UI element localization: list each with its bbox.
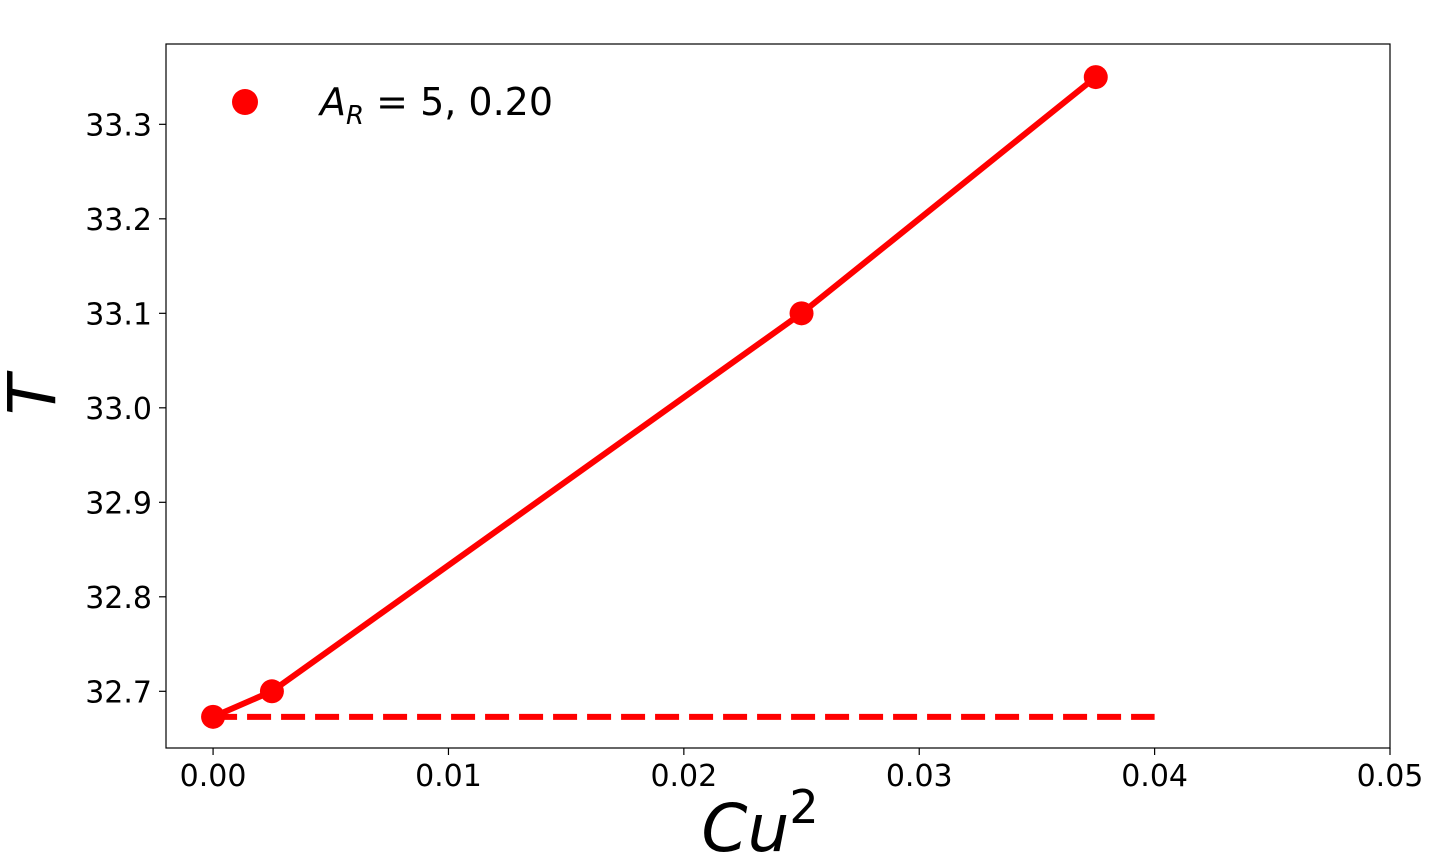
y-axis-label: T — [0, 370, 71, 415]
x-tick-label: 0.01 — [415, 759, 482, 794]
legend-label-base: A — [317, 80, 346, 124]
x-tick-label: 0.04 — [1121, 759, 1188, 794]
legend-label: AR = 5, 0.20 — [317, 80, 553, 131]
axis-ticks: 0.00 0.01 0.02 0.03 0.04 0.05 32.7 32.8 32.9 33.0… — [85, 108, 1423, 794]
data-point — [201, 704, 226, 729]
legend-marker — [232, 89, 258, 115]
y-tick-label: 32.7 — [85, 675, 152, 710]
x-tick-label: 0.00 — [180, 759, 247, 794]
y-tick-label: 32.9 — [85, 486, 152, 521]
x-axis-label: Cu2 — [701, 780, 818, 856]
data-point — [789, 301, 814, 326]
y-tick-label: 33.2 — [85, 203, 152, 238]
x-axis-label-superscript: 2 — [789, 780, 818, 834]
plot-area — [165, 43, 1391, 749]
y-tick-label: 32.8 — [85, 581, 152, 616]
y-tick-label: 33.0 — [85, 392, 152, 427]
legend-label-subscript: R — [346, 101, 364, 131]
x-tick-label: 0.05 — [1357, 759, 1424, 794]
data-point — [1083, 65, 1108, 90]
series-line — [210, 74, 1099, 720]
x-axis-label-base: Cu — [701, 790, 789, 856]
legend-label-rest: = 5, 0.20 — [364, 80, 553, 124]
y-tick-label: 33.3 — [85, 108, 152, 143]
plot-frame — [165, 43, 1391, 749]
series-layer — [201, 65, 1155, 729]
y-tick-label: 33.1 — [85, 297, 152, 332]
data-point — [259, 679, 284, 704]
x-tick-label: 0.03 — [886, 759, 953, 794]
legend: AR = 5, 0.20 — [232, 80, 553, 131]
x-tick-label: 0.02 — [650, 759, 717, 794]
